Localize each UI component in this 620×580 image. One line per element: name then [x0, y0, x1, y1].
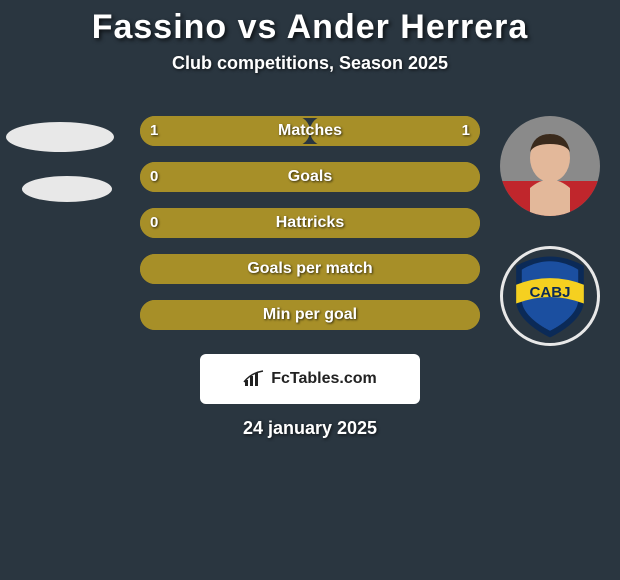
stat-value-left: 0	[140, 208, 168, 238]
stat-row: Goals0	[140, 162, 480, 192]
left-avatar-column	[10, 116, 110, 316]
stat-value-left: 0	[140, 162, 168, 192]
stat-row: Matches1 1	[140, 116, 480, 146]
player-photo-icon	[500, 116, 600, 216]
placeholder-ellipse-1	[6, 122, 114, 152]
right-club-crest: CABJ	[500, 246, 600, 346]
stat-label: Min per goal	[140, 300, 480, 330]
right-avatar-column: CABJ	[500, 116, 600, 346]
comparison-area: CABJ Matches11Goals0Hattricks0Goals per …	[0, 116, 620, 330]
avatar-spacer	[500, 216, 600, 246]
date-text: 24 january 2025	[0, 418, 620, 439]
stat-label: Goals	[140, 162, 480, 192]
stat-row: Min per goal	[140, 300, 480, 330]
stat-value-left: 1	[140, 116, 168, 146]
stat-bars: Matches11Goals0Hattricks0Goals per match…	[140, 116, 480, 330]
page-subtitle: Club competitions, Season 2025	[0, 53, 620, 74]
stat-value-right: 1	[452, 116, 480, 146]
source-logo-text: FcTables.com	[271, 370, 377, 388]
stat-row: Hattricks0	[140, 208, 480, 238]
right-player-avatar	[500, 116, 600, 216]
svg-text:CABJ: CABJ	[530, 284, 571, 301]
placeholder-ellipse-2	[22, 176, 112, 202]
bar-chart-icon	[243, 370, 265, 388]
page-title: Fassino vs Ander Herrera	[0, 0, 620, 47]
stat-label: Hattricks	[140, 208, 480, 238]
stat-row: Goals per match	[140, 254, 480, 284]
left-player-placeholder	[10, 116, 110, 316]
source-logo: FcTables.com	[200, 354, 420, 404]
crest-icon: CABJ	[503, 249, 597, 343]
stat-label: Matches	[140, 116, 480, 146]
stat-label: Goals per match	[140, 254, 480, 284]
